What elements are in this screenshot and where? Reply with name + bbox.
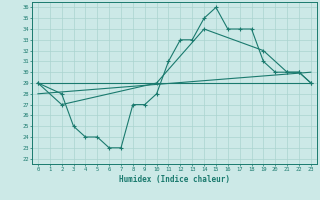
X-axis label: Humidex (Indice chaleur): Humidex (Indice chaleur) — [119, 175, 230, 184]
